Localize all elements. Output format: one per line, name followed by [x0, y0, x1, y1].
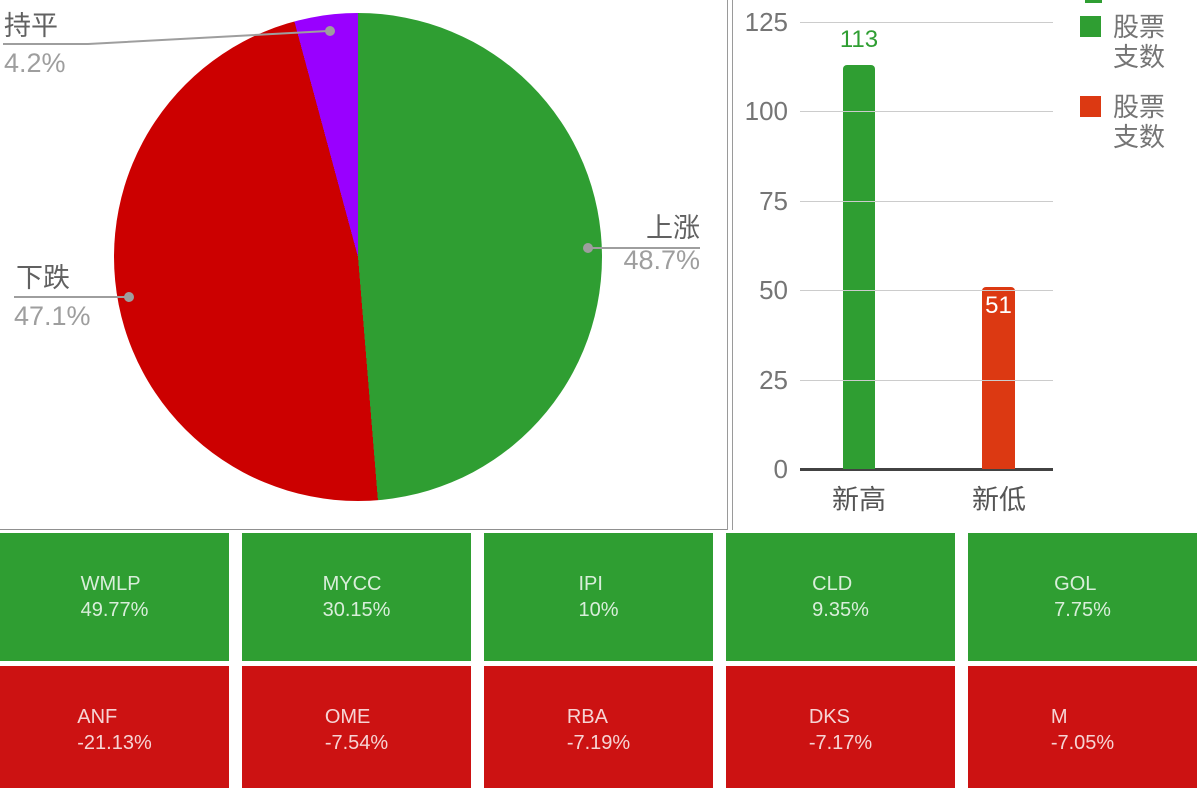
y-axis-tick-label: 75 [759, 186, 788, 216]
bar-chart-panel: 113 51 新高 新低 股票支数 股票支数 0 25 50 75 100 125 [733, 0, 1197, 530]
stock-tile[interactable]: DKS -7.17% [726, 666, 955, 788]
tile-change: -7.19% [566, 732, 631, 754]
stock-tile[interactable]: ANF -21.13% [0, 666, 229, 788]
tile-change: 9.35% [812, 599, 869, 621]
pie-label-advance: 上涨 [646, 213, 700, 243]
tile-content: DKS -7.17% [809, 704, 872, 756]
tile-content: M -7.05% [1051, 704, 1114, 756]
stock-tile[interactable]: CLD 9.35% [726, 533, 955, 661]
tile-symbol: OME [324, 706, 371, 728]
gridline [800, 22, 1053, 23]
panel-divider [727, 0, 733, 530]
tile-grid: WMLP 49.77% MYCC 30.15% IPI 10% CLD [0, 533, 1197, 788]
stock-tile[interactable]: GOL 7.75% [968, 533, 1197, 661]
tile-change: 49.77% [80, 599, 149, 621]
tile-change: -7.17% [808, 732, 873, 754]
stock-tile[interactable]: OME -7.54% [242, 666, 471, 788]
tile-symbol: M [1050, 706, 1068, 728]
tile-content: GOL 7.75% [1054, 571, 1111, 623]
stock-tile[interactable]: IPI 10% [484, 533, 713, 661]
pie-chart-panel: 持平 4.2% 下跌 47.1% 上涨 48.7% [0, 0, 727, 530]
stock-tile[interactable]: MYCC 30.15% [242, 533, 471, 661]
tile-change: 7.75% [1054, 599, 1111, 621]
clipped-legend-swatch [1085, 0, 1102, 3]
tile-content: RBA -7.19% [567, 704, 630, 756]
gridline [800, 290, 1053, 291]
pie-label-flat: 持平 [4, 11, 58, 41]
x-axis-label-new-high: 新高 [832, 485, 886, 515]
bar-chart-legend: 股票支数 股票支数 [1080, 12, 1171, 172]
gridline [800, 380, 1053, 381]
bar-value-new-high: 113 [839, 26, 879, 53]
y-axis-tick-label: 100 [744, 96, 788, 126]
tile-content: OME -7.54% [325, 704, 388, 756]
tile-symbol: CLD [812, 573, 853, 595]
bar-new-high[interactable] [843, 65, 875, 469]
tile-symbol: RBA [566, 706, 608, 728]
x-axis-label-new-low: 新低 [972, 485, 1026, 515]
tile-symbol: WMLP [80, 573, 141, 595]
tile-change: -7.05% [1050, 732, 1115, 754]
y-axis-tick-label: 25 [759, 365, 788, 395]
tile-symbol: ANF [77, 706, 118, 728]
stock-tile[interactable]: WMLP 49.77% [0, 533, 229, 661]
pie-pct-flat: 4.2% [4, 48, 66, 78]
legend-label: 股票支数 [1113, 12, 1166, 72]
tile-change: -21.13% [77, 732, 152, 754]
pie-leader-lines [3, 26, 700, 302]
tile-content: ANF -21.13% [77, 704, 152, 756]
tile-change: -7.54% [324, 732, 389, 754]
gridline [800, 111, 1053, 112]
tile-content: IPI 10% [578, 571, 618, 623]
x-axis-line [800, 468, 1053, 471]
tile-symbol: GOL [1054, 573, 1097, 595]
stock-tile[interactable]: RBA -7.19% [484, 666, 713, 788]
pie-pct-decline: 47.1% [14, 301, 91, 331]
tile-symbol: DKS [808, 706, 850, 728]
tile-content: MYCC 30.15% [323, 571, 391, 623]
gridline [800, 201, 1053, 202]
y-axis-tick-label: 0 [773, 454, 788, 484]
charts-section: 持平 4.2% 下跌 47.1% 上涨 48.7% 113 51 新高 新低 股… [0, 0, 1197, 530]
tile-symbol: IPI [578, 573, 603, 595]
tile-content: CLD 9.35% [812, 571, 869, 623]
legend-swatch-green-icon [1080, 16, 1101, 37]
y-axis-tick-label: 50 [759, 275, 788, 305]
legend-swatch-red-icon [1080, 96, 1101, 117]
bar-new-low[interactable] [982, 287, 1015, 469]
tile-symbol: MYCC [322, 573, 382, 595]
legend-item-new-low: 股票支数 [1080, 92, 1171, 152]
pie-label-advance-group: 上涨 48.7% [588, 212, 700, 276]
stock-tile[interactable]: M -7.05% [968, 666, 1197, 788]
pie-pct-advance: 48.7% [623, 245, 700, 275]
legend-item-new-high: 股票支数 [1080, 12, 1171, 72]
y-axis-tick-label: 125 [744, 7, 788, 37]
legend-label: 股票支数 [1113, 92, 1166, 152]
tile-change: 10% [578, 599, 619, 621]
advance-decline-pie-chart[interactable] [114, 13, 602, 501]
stock-tiles-section: WMLP 49.77% MYCC 30.15% IPI 10% CLD [0, 533, 1197, 788]
tile-change: 30.15% [322, 599, 391, 621]
bar-value-new-low: 51 [985, 292, 1012, 319]
tile-content: WMLP 49.77% [81, 571, 149, 623]
pie-label-decline: 下跌 [16, 263, 70, 293]
